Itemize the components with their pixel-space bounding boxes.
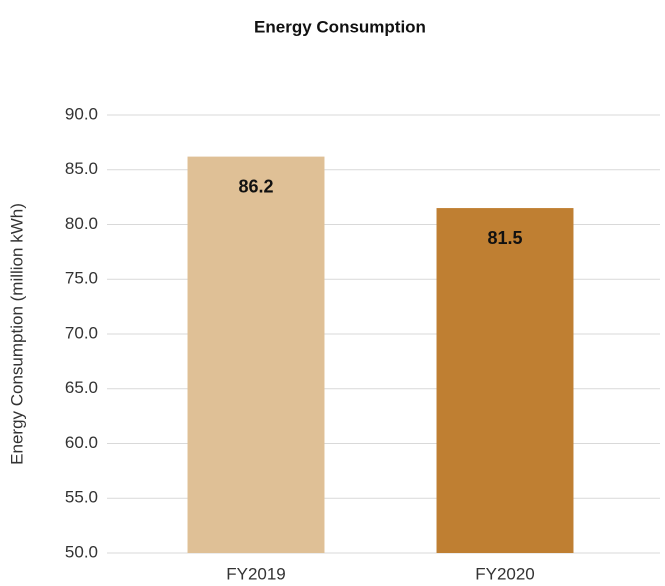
bar (436, 208, 574, 553)
y-tick-label: 75.0 (65, 269, 98, 288)
y-tick-label: 50.0 (65, 542, 98, 561)
y-tick-label: 90.0 (65, 104, 98, 123)
y-tick-label: 80.0 (65, 214, 98, 233)
y-tick-label: 70.0 (65, 323, 98, 342)
x-tick-label: FY2019 (226, 564, 286, 583)
value-label: 86.2 (238, 176, 273, 196)
y-tick-label: 65.0 (65, 378, 98, 397)
bar (187, 156, 325, 554)
chart-title: Energy Consumption (254, 17, 426, 36)
x-tick-label: FY2020 (475, 564, 535, 583)
y-tick-label: 60.0 (65, 433, 98, 452)
y-tick-label: 55.0 (65, 488, 98, 507)
y-tick-label: 85.0 (65, 159, 98, 178)
y-axis-label: Energy Consumption (million kWh) (7, 203, 26, 465)
value-label: 81.5 (487, 228, 522, 248)
